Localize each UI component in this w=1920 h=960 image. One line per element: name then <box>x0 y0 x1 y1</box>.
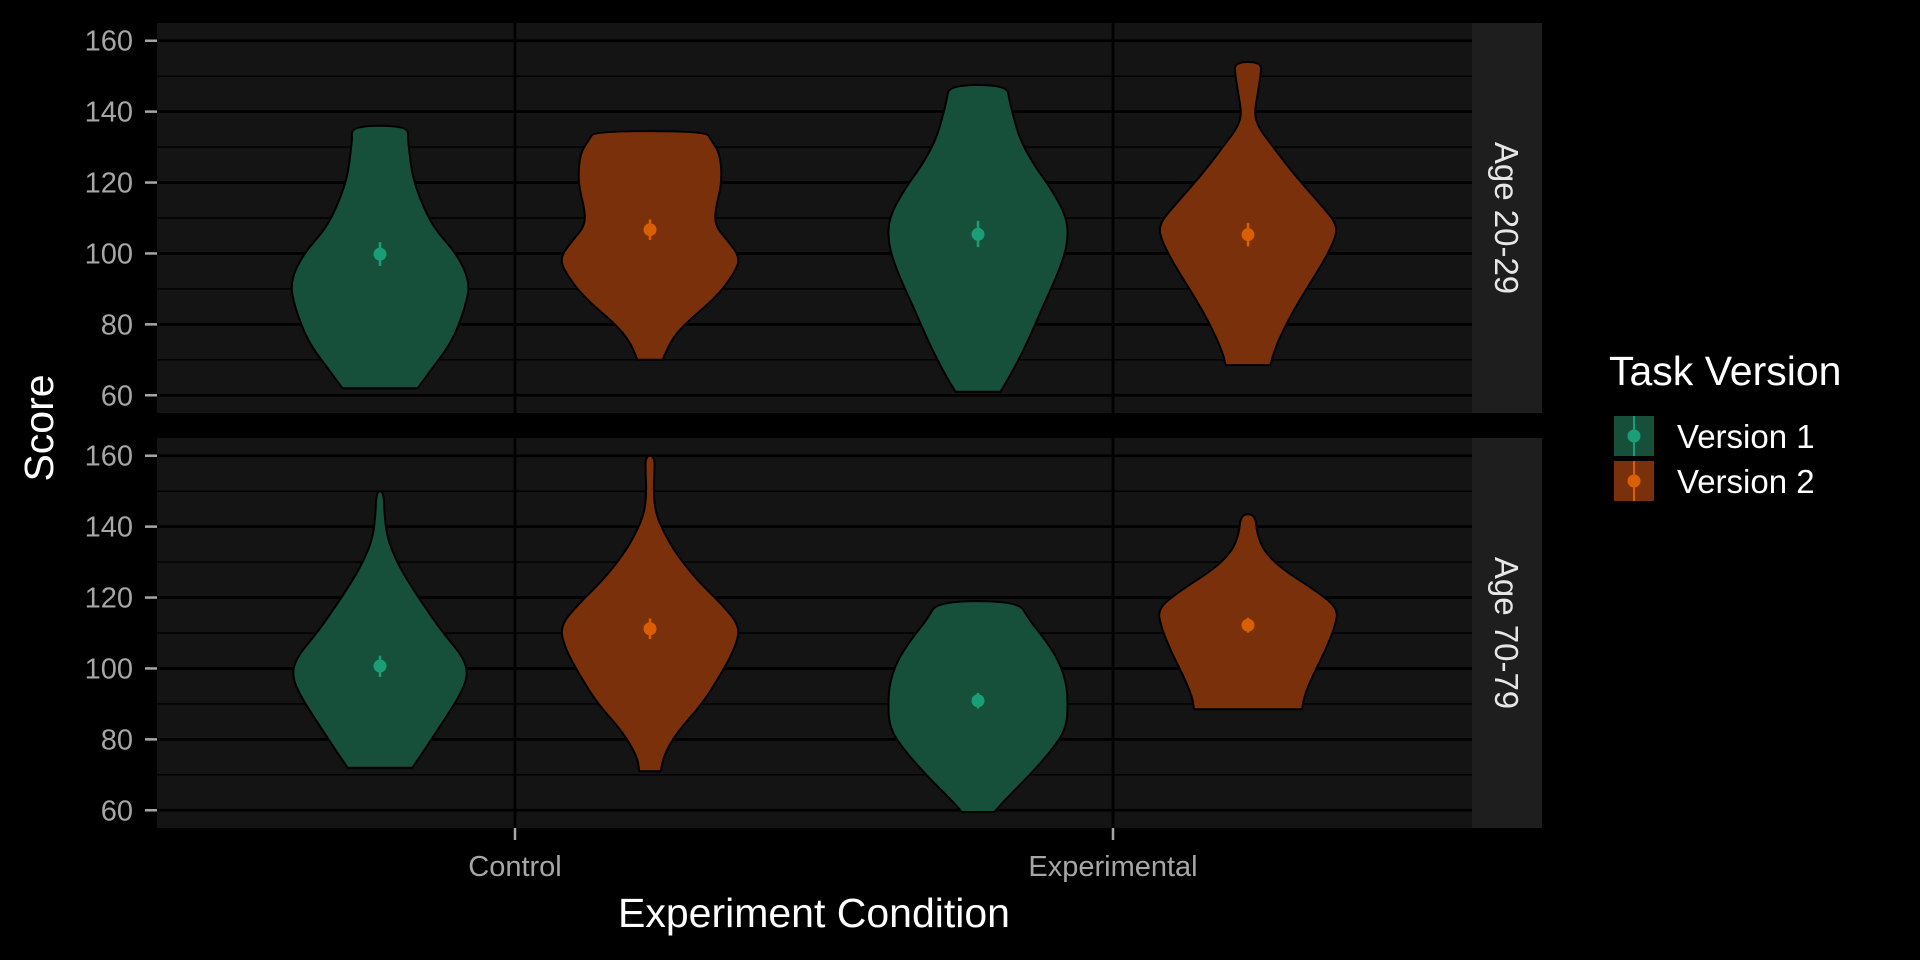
y-tick-label: 160 <box>85 26 133 58</box>
mean-point-version-1-control-age-70-79 <box>373 659 387 673</box>
mean-point-version-1-control-age-20-29 <box>373 247 387 261</box>
facet-strip-label-age-70-79: Age 70-79 <box>1488 557 1525 709</box>
mean-point-version-2-control-age-70-79 <box>643 622 657 636</box>
facet-strip-age-20-29 <box>1472 23 1542 413</box>
legend-label-version-2: Version 2 <box>1677 463 1815 500</box>
y-tick-label: 140 <box>85 97 133 129</box>
y-tick-label: 120 <box>85 583 133 615</box>
violin-version-2-experimental-age-70-79 <box>1158 513 1338 711</box>
y-tick-label: 100 <box>85 238 133 270</box>
facet-panels: Age 20-29 60 80 100 120 140 160 Age 70-79 60 80 10… <box>85 23 1542 840</box>
mean-point-version-2-experimental-age-20-29 <box>1241 228 1255 242</box>
y-tick-label: 60 <box>101 380 133 412</box>
violin-version-2-experimental-age-20-29 <box>1158 61 1338 367</box>
violin-version-1-control-age-70-79 <box>292 490 468 769</box>
y-tick-label: 120 <box>85 168 133 200</box>
facet-strip-label-age-20-29: Age 20-29 <box>1488 142 1525 294</box>
y-tick-label: 140 <box>85 512 133 544</box>
x-axis-title: Experiment Condition <box>618 890 1010 936</box>
violin-version-2-control-age-70-79 <box>560 454 740 773</box>
mean-point-version-1-experimental-age-20-29 <box>971 227 985 241</box>
y-tick-label: 80 <box>101 309 133 341</box>
legend-item-version-2: Version 2 <box>1614 461 1815 501</box>
legend: Task Version Version 1 Version 2 <box>1609 348 1841 501</box>
y-tick-label: 100 <box>85 653 133 685</box>
legend-item-version-1: Version 1 <box>1614 416 1815 456</box>
x-tick-label-experimental: Experimental <box>1028 851 1197 883</box>
y-axis-title: Score <box>16 374 62 481</box>
legend-title: Task Version <box>1609 348 1841 394</box>
legend-label-version-1: Version 1 <box>1677 418 1815 455</box>
legend-key-point-version-1 <box>1627 429 1641 443</box>
legend-key-point-version-2 <box>1627 474 1641 488</box>
facet-strip-age-70-79 <box>1472 438 1542 828</box>
y-tick-label: 160 <box>85 441 133 473</box>
violin-version-2-control-age-20-29 <box>560 130 740 361</box>
mean-point-version-1-experimental-age-70-79 <box>971 694 985 708</box>
mean-point-version-2-control-age-20-29 <box>643 223 657 237</box>
mean-point-version-2-experimental-age-70-79 <box>1241 618 1255 632</box>
x-tick-label-control: Control <box>468 851 562 883</box>
y-tick-label: 60 <box>101 795 133 827</box>
y-tick-label: 80 <box>101 724 133 756</box>
